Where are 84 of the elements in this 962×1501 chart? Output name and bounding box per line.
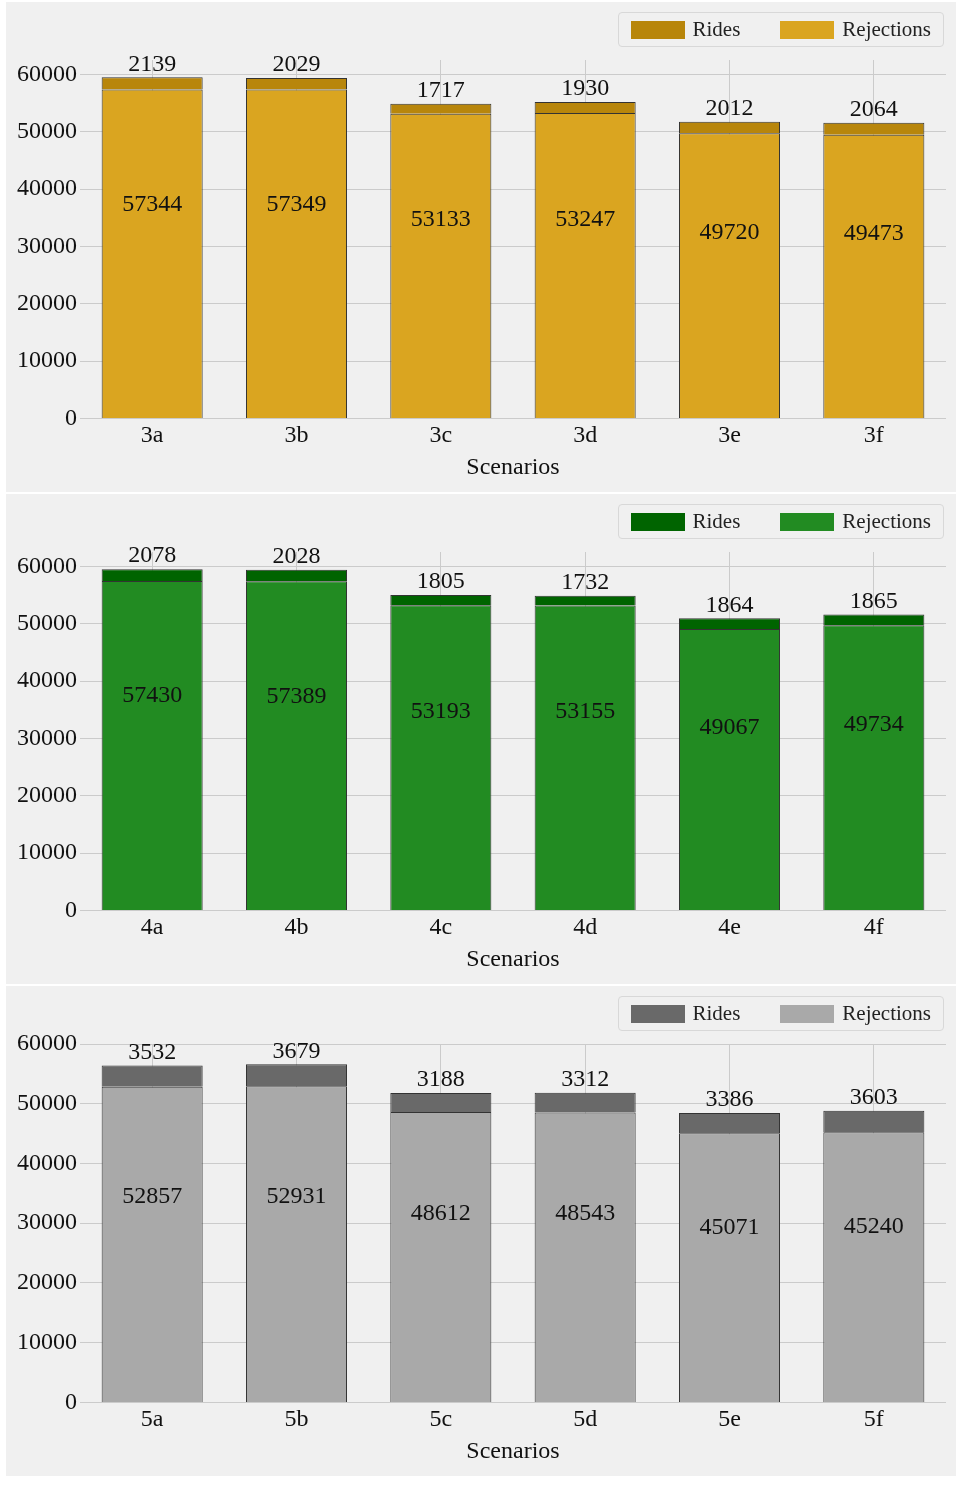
x-tick-label: 3b bbox=[284, 421, 309, 448]
y-tick-label: 30000 bbox=[17, 723, 77, 750]
legend-label: Rejections bbox=[842, 1001, 931, 1026]
x-axis-title: Scenarios bbox=[466, 452, 560, 479]
data-label: 2029 bbox=[272, 50, 321, 77]
x-tick-label: 3d bbox=[573, 421, 598, 448]
x-tick-label: 4a bbox=[140, 913, 164, 940]
data-label: 1805 bbox=[416, 567, 465, 594]
x-tick-label: 4f bbox=[863, 913, 884, 940]
y-tick-label: 0 bbox=[65, 403, 77, 430]
x-tick-label: 4e bbox=[718, 913, 741, 940]
y-tick-label: 60000 bbox=[17, 59, 77, 86]
data-label: 2139 bbox=[128, 49, 177, 76]
data-label: 49734 bbox=[843, 710, 904, 737]
y-tick-label: 40000 bbox=[17, 174, 77, 201]
legend-label: Rides bbox=[692, 1001, 741, 1026]
x-tick-label: 5d bbox=[573, 1405, 598, 1432]
data-label: 1732 bbox=[561, 567, 610, 594]
data-label: 45071 bbox=[699, 1212, 760, 1239]
x-tick-label: 4d bbox=[573, 913, 598, 940]
data-label: 2012 bbox=[705, 94, 754, 121]
y-tick-label: 50000 bbox=[17, 116, 77, 143]
data-label: 45240 bbox=[843, 1211, 904, 1238]
x-axis-title: Scenarios bbox=[466, 1436, 560, 1463]
data-label: 53247 bbox=[555, 205, 616, 232]
data-label: 1717 bbox=[416, 76, 465, 103]
data-label: 52857 bbox=[122, 1182, 183, 1209]
data-label: 49473 bbox=[843, 219, 904, 246]
data-label: 3603 bbox=[849, 1082, 898, 1109]
data-label: 53133 bbox=[410, 205, 471, 232]
x-tick-label: 5f bbox=[863, 1405, 884, 1432]
x-tick-label: 3f bbox=[863, 421, 884, 448]
data-label: 53193 bbox=[410, 697, 471, 724]
y-tick-label: 30000 bbox=[17, 231, 77, 258]
data-label: 3188 bbox=[416, 1065, 465, 1092]
y-tick-label: 50000 bbox=[17, 1089, 77, 1116]
x-tick-label: 5e bbox=[718, 1405, 741, 1432]
x-tick-label: 3a bbox=[140, 421, 164, 448]
y-tick-label: 10000 bbox=[17, 838, 77, 865]
x-tick-label: 4c bbox=[429, 913, 453, 940]
data-label: 48543 bbox=[555, 1199, 616, 1226]
y-tick-label: 0 bbox=[65, 1387, 77, 1414]
y-tick-label: 50000 bbox=[17, 608, 77, 635]
legend-label: Rejections bbox=[842, 509, 931, 534]
data-label: 49067 bbox=[699, 712, 760, 739]
data-label: 57430 bbox=[122, 681, 183, 708]
y-tick-label: 10000 bbox=[17, 1327, 77, 1354]
y-tick-label: 40000 bbox=[17, 666, 77, 693]
y-tick-label: 20000 bbox=[17, 1268, 77, 1295]
data-label: 49720 bbox=[699, 218, 760, 245]
data-label: 57344 bbox=[122, 189, 183, 216]
data-label: 2028 bbox=[272, 541, 321, 568]
y-tick-label: 20000 bbox=[17, 289, 77, 316]
data-label: 52931 bbox=[266, 1182, 327, 1209]
legend-label: Rejections bbox=[842, 17, 931, 42]
y-tick-label: 60000 bbox=[17, 1029, 77, 1056]
data-label: 1865 bbox=[849, 586, 898, 613]
data-label: 1864 bbox=[705, 590, 754, 617]
data-label: 57349 bbox=[266, 189, 327, 216]
data-label: 48612 bbox=[410, 1198, 471, 1225]
data-label: 3532 bbox=[128, 1037, 177, 1064]
x-axis-title: Scenarios bbox=[466, 944, 560, 971]
y-tick-label: 10000 bbox=[17, 346, 77, 373]
legend-label: Rides bbox=[692, 509, 741, 534]
x-tick-label: 5c bbox=[429, 1405, 453, 1432]
data-label: 57389 bbox=[266, 681, 327, 708]
y-tick-label: 40000 bbox=[17, 1148, 77, 1175]
data-label: 3679 bbox=[272, 1036, 321, 1063]
data-label: 53155 bbox=[555, 697, 616, 724]
data-label: 2064 bbox=[849, 95, 898, 122]
x-tick-label: 5b bbox=[284, 1405, 309, 1432]
y-tick-label: 60000 bbox=[17, 551, 77, 578]
data-label: 2078 bbox=[128, 541, 177, 568]
y-tick-label: 30000 bbox=[17, 1208, 77, 1235]
x-tick-label: 5a bbox=[140, 1405, 164, 1432]
x-tick-label: 4b bbox=[284, 913, 309, 940]
data-label: 3312 bbox=[561, 1064, 610, 1091]
x-tick-label: 3c bbox=[429, 421, 453, 448]
x-tick-label: 3e bbox=[718, 421, 741, 448]
legend-label: Rides bbox=[692, 17, 741, 42]
y-tick-label: 20000 bbox=[17, 781, 77, 808]
data-label: 1930 bbox=[561, 74, 610, 101]
y-tick-label: 0 bbox=[65, 895, 77, 922]
data-label: 3386 bbox=[705, 1085, 754, 1112]
